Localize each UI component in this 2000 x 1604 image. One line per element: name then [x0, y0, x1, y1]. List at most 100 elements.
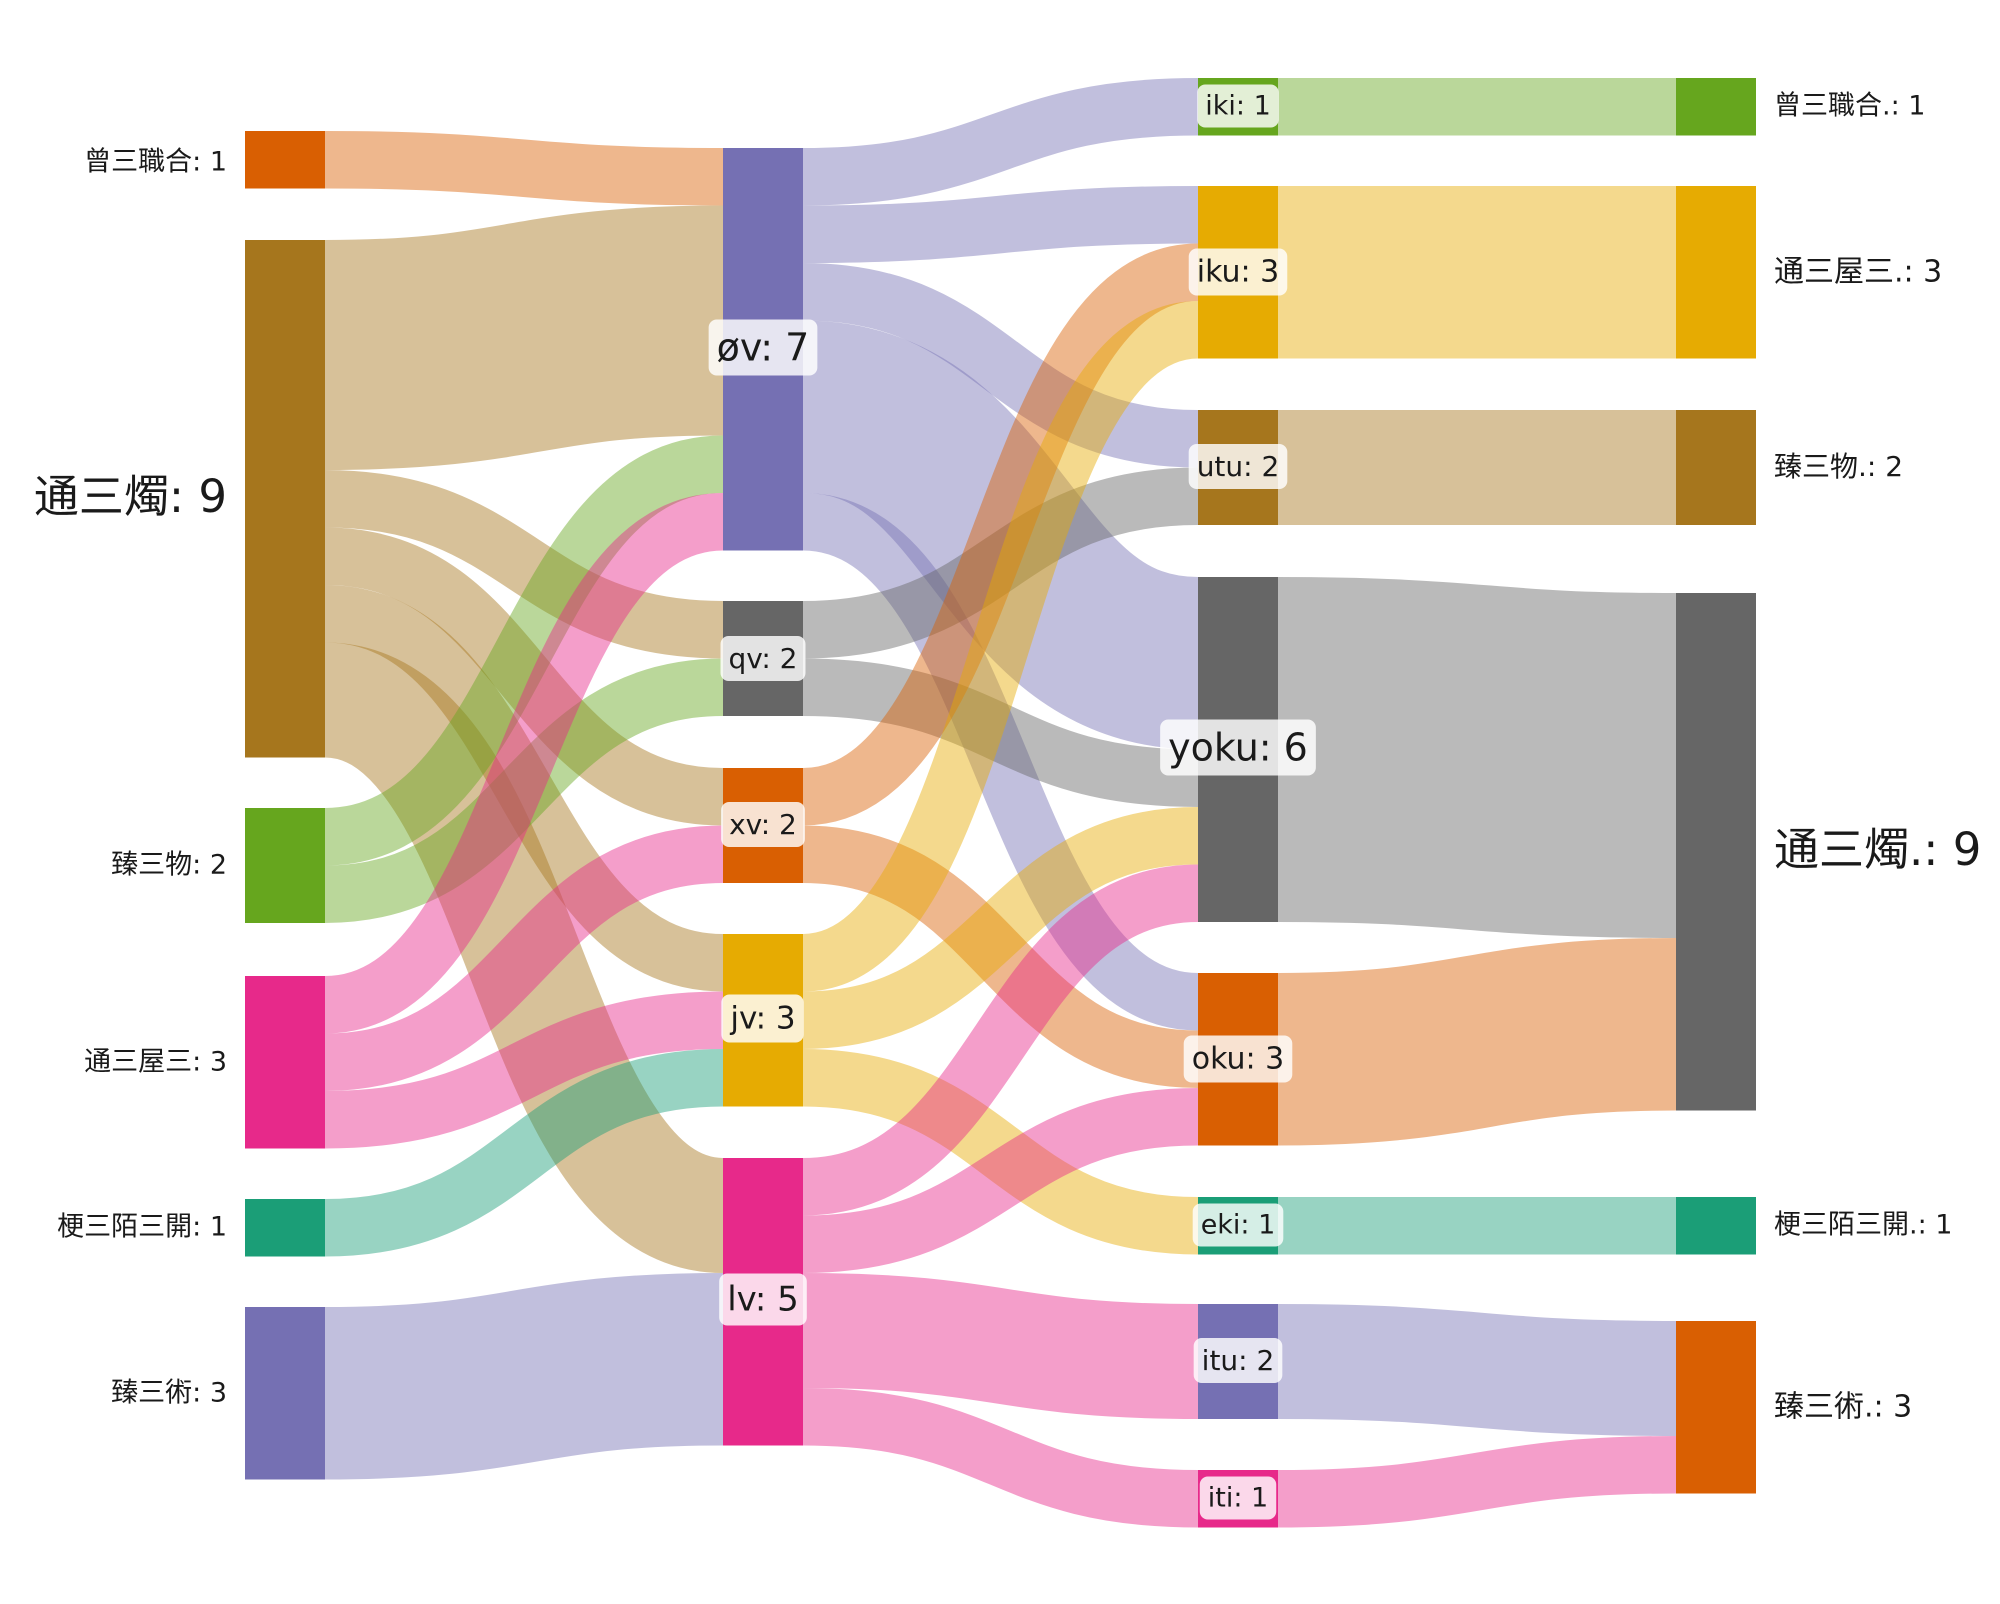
node-梗三陌三開[interactable] — [1676, 1197, 1756, 1255]
link-itu-to-臻三術[interactable] — [1277, 1304, 1677, 1436]
node-label-background — [719, 1273, 807, 1326]
link-lv-to-itu[interactable] — [802, 1273, 1199, 1419]
node-label-group-通三屋三: 通三屋三: 3 — [84, 1047, 227, 1078]
link-曾三職合-to-øv[interactable] — [324, 131, 724, 206]
node-label-iti: iti: 1 — [1208, 1483, 1268, 1514]
node-label-background — [1188, 248, 1288, 296]
labels-layer: 曾三職合: 1 通三燭: 9 臻三物: 2 通三屋三: 3 梗三陌三開: 1 臻三術: 3… — [34, 84, 1981, 1520]
node-label-group-lv: lv: 5 — [719, 1273, 807, 1326]
node-label-background — [1183, 1035, 1293, 1083]
link-臻三物-to-qv[interactable] — [324, 658, 724, 923]
node-label-background — [1193, 1338, 1283, 1383]
node-label-group-eki: eki: 1 — [1192, 1203, 1284, 1247]
link-yoku-to-通三燭[interactable] — [1277, 577, 1677, 938]
node-label-group-臻三物: 臻三物: 2 — [111, 850, 227, 881]
link-通三屋三-to-øv[interactable] — [323, 493, 725, 1034]
link-通三燭-to-qv[interactable] — [324, 470, 724, 659]
node-label-梗三陌三開: 梗三陌三開: 1 — [57, 1212, 227, 1243]
node-label-group-itu: itu: 2 — [1193, 1338, 1283, 1383]
link-通三燭-to-øv[interactable] — [324, 205, 724, 470]
link-通三屋三-to-xv[interactable] — [324, 825, 724, 1091]
node-label-group-qv: qv: 2 — [720, 636, 806, 681]
node-label-group-通三燭: 通三燭.: 9 — [1774, 823, 1981, 876]
link-通三燭-to-lv[interactable] — [320, 642, 728, 1273]
node-通三屋三[interactable] — [1676, 186, 1756, 359]
node-label-group-通三燭: 通三燭: 9 — [34, 470, 227, 523]
node-label-通三屋三: 通三屋三.: 3 — [1774, 255, 1942, 290]
links-layer — [320, 77, 1677, 1528]
node-label-group-曾三職合: 曾三職合: 1 — [84, 147, 227, 178]
node-label-background — [1160, 719, 1316, 776]
node-通三燭[interactable] — [1676, 593, 1756, 1111]
link-lv-to-yoku[interactable] — [801, 864, 1200, 1216]
node-label-background — [708, 319, 818, 376]
node-label-background — [721, 802, 805, 847]
link-øv-to-oku[interactable] — [801, 493, 1200, 1031]
link-qv-to-utu[interactable] — [802, 467, 1199, 659]
link-qv-to-yoku[interactable] — [802, 658, 1199, 807]
node-通三屋三[interactable] — [245, 976, 325, 1149]
node-曾三職合[interactable] — [1676, 78, 1756, 136]
node-臻三物[interactable] — [1676, 410, 1756, 525]
node-label-background — [1199, 1476, 1277, 1520]
node-通三燭[interactable] — [245, 240, 325, 758]
node-label-通三燭: 通三燭.: 9 — [1774, 823, 1981, 876]
node-label-group-梗三陌三開: 梗三陌三開: 1 — [57, 1212, 227, 1243]
node-臻三物[interactable] — [245, 808, 325, 923]
node-label-group-xv: xv: 2 — [721, 802, 805, 847]
node-label-group-通三屋三: 通三屋三.: 3 — [1774, 255, 1942, 290]
node-label-group-臻三術: 臻三術: 3 — [111, 1378, 227, 1409]
node-label-background — [1188, 444, 1288, 489]
node-label-通三屋三: 通三屋三: 3 — [84, 1047, 227, 1078]
node-label-eki: eki: 1 — [1201, 1210, 1276, 1241]
link-iti-to-臻三術[interactable] — [1277, 1436, 1677, 1528]
node-label-通三燭: 通三燭: 9 — [34, 470, 227, 523]
node-label-background — [1197, 84, 1279, 128]
node-label-臻三物: 臻三物.: 2 — [1774, 450, 1903, 483]
link-jv-to-yoku[interactable] — [802, 807, 1199, 1049]
link-臻三術-to-lv[interactable] — [324, 1273, 724, 1480]
link-臻三物-to-øv[interactable] — [323, 435, 725, 866]
node-label-曾三職合: 曾三職合.: 1 — [1774, 91, 1925, 122]
node-label-臻三術: 臻三術.: 3 — [1774, 1390, 1912, 1425]
link-oku-to-通三燭[interactable] — [1277, 938, 1677, 1146]
node-label-臻三物: 臻三物: 2 — [111, 850, 227, 881]
link-通三燭-to-jv[interactable] — [323, 585, 725, 992]
node-曾三職合[interactable] — [245, 131, 325, 189]
node-label-qv: qv: 2 — [729, 642, 798, 675]
node-label-臻三術: 臻三術: 3 — [111, 1378, 227, 1409]
link-梗三陌三開-to-jv[interactable] — [324, 1049, 724, 1257]
node-臻三術[interactable] — [245, 1307, 325, 1480]
node-label-group-iki: iki: 1 — [1197, 84, 1279, 128]
node-label-lv: lv: 5 — [727, 1280, 799, 1320]
link-jv-to-eki[interactable] — [802, 1049, 1199, 1255]
link-øv-to-yoku[interactable] — [799, 320, 1202, 750]
node-梗三陌三開[interactable] — [245, 1199, 325, 1257]
link-通三燭-to-xv[interactable] — [324, 527, 724, 826]
node-label-group-øv: øv: 7 — [708, 319, 818, 376]
node-label-group-oku: oku: 3 — [1183, 1035, 1293, 1083]
node-label-utu: utu: 2 — [1197, 450, 1280, 483]
node-label-background — [721, 994, 804, 1043]
node-label-iki: iki: 1 — [1205, 91, 1271, 122]
link-jv-to-iku[interactable] — [800, 301, 1201, 992]
link-lv-to-oku[interactable] — [802, 1088, 1199, 1273]
link-xv-to-oku[interactable] — [802, 825, 1199, 1088]
link-xv-to-iku[interactable] — [801, 243, 1200, 826]
node-label-itu: itu: 2 — [1202, 1344, 1275, 1377]
link-øv-to-iku[interactable] — [802, 186, 1199, 263]
link-通三屋三-to-jv[interactable] — [324, 991, 724, 1149]
node-label-background — [720, 636, 806, 681]
node-label-group-iti: iti: 1 — [1199, 1476, 1277, 1520]
node-label-iku: iku: 3 — [1197, 255, 1280, 290]
node-臻三術[interactable] — [1676, 1321, 1756, 1494]
node-label-group-yoku: yoku: 6 — [1160, 719, 1316, 776]
node-label-group-臻三物: 臻三物.: 2 — [1774, 450, 1903, 483]
node-label-group-曾三職合: 曾三職合.: 1 — [1774, 91, 1925, 122]
link-lv-to-iti[interactable] — [802, 1388, 1199, 1528]
node-label-group-jv: jv: 3 — [721, 994, 804, 1043]
link-øv-to-iki[interactable] — [802, 78, 1199, 206]
link-øv-to-utu[interactable] — [802, 263, 1199, 468]
